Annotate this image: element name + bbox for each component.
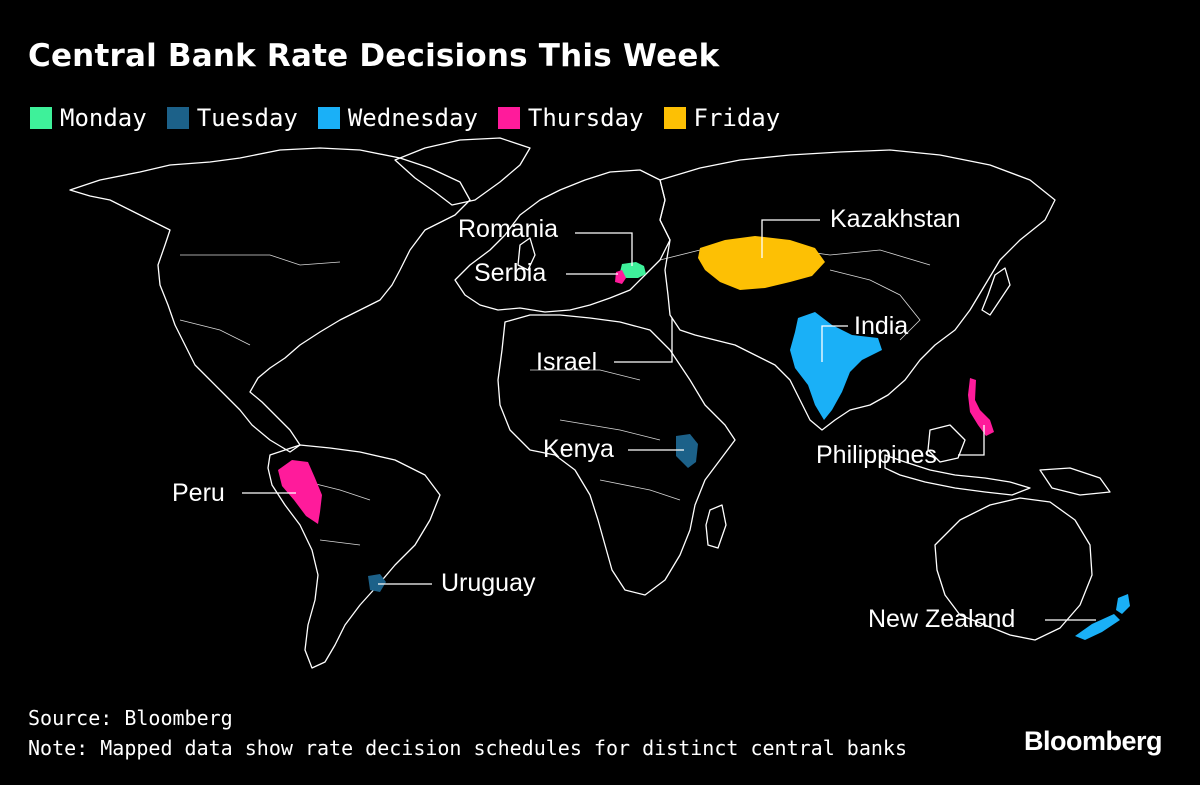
legend-label-monday: Monday [60,104,147,132]
borneo-outline [927,424,966,463]
legend-swatch-thursday [497,107,520,129]
country-uruguay [368,574,386,592]
legend-item-tuesday: Tuesday [166,104,298,132]
legend-swatch-monday [30,107,52,129]
country-kenya [676,434,698,468]
country-india [790,312,882,420]
south-america-outline [267,444,441,669]
leader-philippines [958,425,985,456]
footnote: Note: Mapped data show rate decision sch… [28,736,907,760]
asia-outline [659,149,1056,431]
legend-label-friday: Friday [693,104,781,132]
label-kazakhstan: Kazakhstan [830,205,961,233]
china-border [829,269,921,341]
legend: Monday Tuesday Wednesday Thursday Friday [30,104,800,132]
label-israel: Israel [536,348,597,376]
leader-romania [575,232,633,266]
label-kenya: Kenya [543,435,614,463]
legend-item-wednesday: Wednesday [317,104,478,132]
leader-kazakhstan [761,219,820,258]
legend-label-tuesday: Tuesday [196,104,298,132]
legend-swatch-friday [663,107,686,129]
us-canada-border [180,254,341,266]
leader-israel [614,318,673,363]
label-serbia: Serbia [474,259,546,287]
legend-swatch-tuesday [166,107,189,129]
greenland-outline [394,137,531,206]
madagascar-outline [705,504,727,549]
source-note: Source: Bloomberg [28,706,233,730]
legend-label-wednesday: Wednesday [347,104,478,132]
us-mexico-border [179,319,251,346]
label-india: India [854,312,908,340]
label-uruguay: Uruguay [441,569,536,597]
country-philippines [968,378,994,436]
new-guinea-outline [1039,467,1111,496]
label-peru: Peru [172,479,225,507]
indonesia-outline [884,454,1031,496]
uk-outline [517,237,536,271]
label-romania: Romania [458,215,558,243]
leader-lines [242,219,1096,621]
australia-outline [934,497,1093,641]
highlighted-countries [278,236,1130,640]
label-philippines: Philippines [816,441,937,469]
country-new-zealand-south [1075,614,1120,640]
country-labels: Romania Serbia Kazakhstan India Israel K… [172,205,1015,633]
chart-title: Central Bank Rate Decisions This Week [28,38,720,74]
country-new-zealand-north [1116,594,1130,614]
leader-india [821,325,848,362]
country-peru [278,460,322,524]
country-borders [179,244,931,546]
continent-outlines [69,137,1111,669]
legend-label-thursday: Thursday [527,104,644,132]
legend-item-friday: Friday [663,104,781,132]
africa-borders [530,369,681,501]
north-america-outline [69,147,471,453]
japan-outline [981,267,1011,316]
label-new-zealand: New Zealand [868,605,1015,633]
country-romania [620,262,646,278]
bloomberg-logo: Bloomberg [1023,726,1163,756]
legend-item-monday: Monday [30,104,147,132]
country-kazakhstan [698,236,825,290]
africa-outline [497,314,736,596]
legend-item-thursday: Thursday [497,104,644,132]
legend-swatch-wednesday [317,107,340,129]
